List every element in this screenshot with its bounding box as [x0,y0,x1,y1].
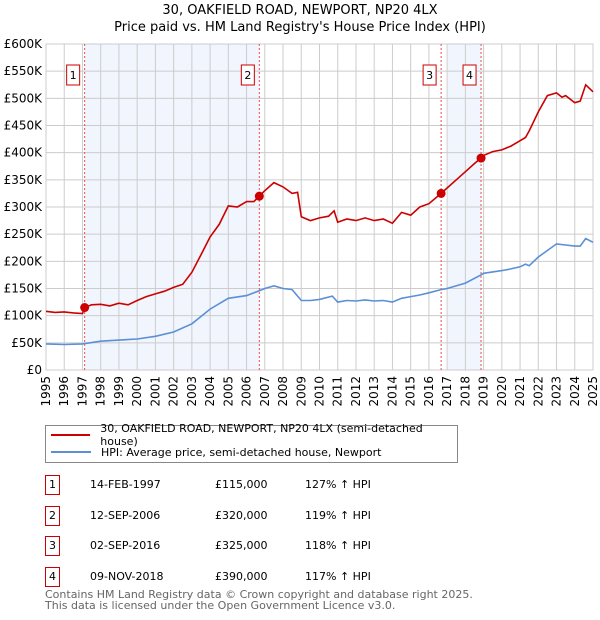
x-tick-label: 2004 [203,376,217,407]
x-tick-label: 2008 [276,376,290,407]
sale-hpi-change: 118% ↑ HPI [305,539,371,552]
footer-copyright: Contains HM Land Registry data © Crown c… [45,588,473,601]
x-tick-label: 1998 [94,376,108,407]
y-tick-label: £200K [4,254,44,268]
legend-item-hpi: HPI: Average price, semi-detached house,… [46,444,381,460]
legend-label: 30, OAKFIELD ROAD, NEWPORT, NP20 4LX (se… [100,422,423,448]
x-tick-label: 2002 [167,376,181,407]
x-tick-label: 2000 [130,376,144,407]
x-tick-label: 2011 [331,376,345,407]
legend-swatch-hpi [51,451,91,453]
x-tick-label: 2010 [313,376,327,407]
sale-date: 14-FEB-1997 [90,478,161,491]
chart-subtitle: Price paid vs. HM Land Registry's House … [114,20,486,35]
sale-row: 4 09-NOV-2018 £390,000 117% ↑ HPI [45,566,465,587]
x-tick-label: 1995 [39,376,53,407]
x-tick-label: 2005 [221,376,235,407]
legend-label: HPI: Average price, semi-detached house,… [101,445,382,459]
y-tick-label: £300K [4,200,44,214]
x-tick-label: 1997 [75,376,89,407]
sale-number: 3 [45,536,60,556]
x-tick-label: 2024 [568,376,582,407]
x-tick-label: 1996 [57,376,71,407]
hpi-series-line [45,237,594,346]
sale-row: 1 14-FEB-1997 £115,000 127% ↑ HPI [45,475,465,495]
chart-title: 30, OAKFIELD ROAD, NEWPORT, NP20 4LX [162,3,438,18]
x-tick-label: 2013 [367,376,381,407]
sale-label-box [66,64,81,86]
plot-frame [45,43,594,371]
x-tick-label: 2021 [513,376,527,407]
x-tick-label: 2018 [458,376,472,407]
sale-date: 12-SEP-2006 [90,508,161,522]
y-tick-label: £550K [4,64,44,78]
x-tick-label: 2019 [477,376,491,407]
x-tick-label: 2016 [422,376,436,407]
sale-label: 4 [466,69,473,82]
sale-price: £390,000 [215,569,268,583]
sale-date: 09-NOV-2018 [90,569,164,583]
x-tick-label: 2001 [148,376,162,407]
x-tick-label: 2023 [550,376,564,407]
sale-price: £325,000 [215,539,268,552]
legend-swatch-property [51,434,91,436]
x-tick-label: 2012 [349,376,363,407]
legend: 30, OAKFIELD ROAD, NEWPORT, NP20 4LX (se… [45,422,458,463]
y-tick-label: £600K [4,37,44,51]
x-tick-label: 2014 [385,376,399,407]
y-tick-label: £100K [4,309,44,323]
y-tick-label: £350K [4,173,44,187]
sale-label: 2 [244,69,251,82]
y-tick-label: £500K [4,91,44,105]
sale-hpi-change: 127% ↑ HPI [305,478,371,491]
sale-price: £320,000 [215,508,268,522]
sale-hpi-change: 119% ↑ HPI [305,508,371,522]
sale-label: 3 [426,69,433,82]
sale-hpi-change: 117% ↑ HPI [305,569,371,583]
x-tick-label: 2015 [404,376,418,407]
sale-number: 1 [45,475,60,495]
x-tick-label: 1999 [112,376,126,407]
y-tick-label: £250K [4,227,44,241]
x-tick-label: 2025 [586,376,600,407]
y-tick-label: £450K [4,119,44,133]
sale-point [254,191,264,201]
y-tick-label: £0 [27,363,42,377]
x-tick-label: 2007 [258,376,272,407]
x-tick-label: 2017 [440,376,454,407]
sale-point [80,303,90,313]
sale-point [436,188,446,198]
x-tick-label: 2009 [294,376,308,407]
sale-label: 1 [70,69,77,82]
price-chart: 1995 1996 1997 1998 1999 2000 2001 2002 2003 2004… [4,37,600,407]
sale-price: £115,000 [215,478,268,491]
x-tick-label: 2022 [531,376,545,407]
y-tick-label: £400K [4,146,44,160]
x-tick-label: 2020 [495,376,509,407]
sale-row: 3 02-SEP-2016 £325,000 118% ↑ HPI [45,536,465,556]
property-series-line [45,83,594,315]
y-tick-label: £150K [4,282,44,296]
footer-licence: This data is licensed under the Open Gov… [45,599,396,612]
sale-date: 02-SEP-2016 [90,539,161,552]
x-tick-label: 2003 [185,376,199,407]
sale-row: 2 12-SEP-2006 £320,000 119% ↑ HPI [45,505,465,526]
y-tick-label: £50K [11,336,43,350]
sale-label-box [462,64,477,86]
sale-point [476,153,486,163]
sale-number: 2 [45,505,60,526]
sale-number: 4 [45,566,60,587]
legend-item-property: 30, OAKFIELD ROAD, NEWPORT, NP20 4LX (se… [46,422,457,448]
x-tick-label: 2006 [240,376,254,407]
sale-label-box [422,64,437,86]
sale-label-box [240,64,255,86]
